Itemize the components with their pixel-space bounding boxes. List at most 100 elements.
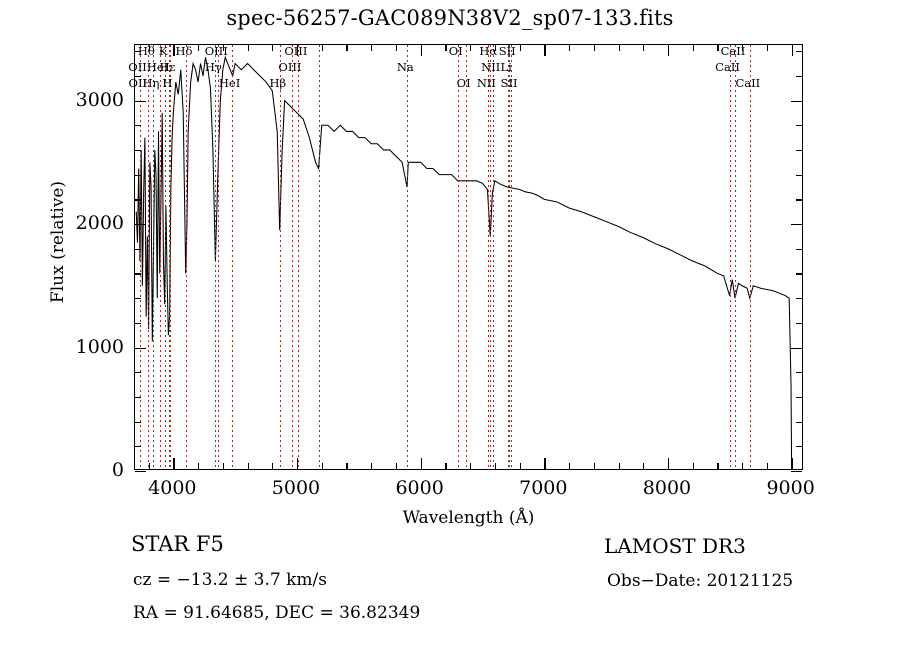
y-tick-label: 3000 [75, 88, 124, 111]
tick-mark [618, 463, 620, 469]
tick-mark [667, 45, 670, 56]
tick-mark [420, 458, 422, 469]
line-marker-Hα [490, 45, 492, 469]
tick-mark [135, 199, 141, 201]
tick-mark [135, 396, 141, 399]
line-marker-label: OI [456, 76, 471, 90]
tick-mark [796, 125, 802, 127]
line-marker-label: CaII [735, 76, 761, 90]
line-marker-OIII [291, 45, 293, 469]
tick-mark [346, 45, 348, 51]
tick-mark [296, 458, 299, 469]
line-marker-NII [488, 45, 490, 469]
tick-mark [371, 463, 373, 469]
spectrum-curve [135, 55, 793, 469]
y-axis-title: Flux (relative) [48, 180, 68, 304]
tick-mark [796, 273, 802, 275]
line-marker-Hδ [185, 45, 187, 469]
line-marker-label: NII [476, 76, 496, 90]
tick-mark [272, 45, 274, 51]
line-marker-label: OII [128, 60, 147, 74]
x-tick-label: 9000 [766, 477, 815, 499]
line-marker-label: H [162, 76, 173, 90]
tick-mark [198, 45, 200, 51]
tick-mark [148, 463, 150, 469]
line-marker-label: Hβ [269, 76, 287, 90]
tick-mark [742, 463, 744, 469]
line-marker-Hθ [148, 45, 150, 469]
line-marker-label: Hγ [204, 60, 222, 74]
tick-mark [135, 125, 141, 127]
line-marker-label: OIII [204, 44, 228, 58]
line-marker-label: CaII [720, 44, 746, 58]
line-marker-OI [457, 45, 459, 469]
line-marker-label: SII [498, 44, 516, 58]
tick-mark [135, 75, 141, 78]
coordinates: RA = 91.64685, DEC = 36.82349 [133, 603, 421, 623]
line-marker-label: OII [128, 76, 148, 90]
line-marker-OIII [297, 45, 299, 469]
tick-mark [791, 45, 793, 56]
line-marker-CaII [749, 45, 751, 469]
tick-mark [395, 45, 398, 51]
line-marker-label: SII [500, 76, 518, 90]
tick-mark [222, 45, 224, 51]
plot-frame [134, 44, 803, 473]
tick-mark [569, 463, 571, 469]
tick-mark [494, 45, 497, 51]
survey-name: LAMOST DR3 [604, 534, 746, 558]
tick-mark [791, 458, 793, 469]
tick-mark [519, 463, 521, 469]
tick-mark [667, 458, 670, 469]
tick-mark [742, 45, 744, 51]
line-marker-label: OIII [284, 44, 308, 58]
line-marker-Hε [169, 45, 171, 469]
tick-mark [135, 372, 141, 374]
line-marker-SII [511, 45, 513, 469]
line-marker-label: Hα [479, 44, 498, 58]
tick-mark [796, 446, 802, 448]
tick-mark [766, 463, 769, 469]
tick-mark [395, 463, 398, 469]
line-marker-label: HeI [218, 76, 241, 90]
tick-mark [135, 248, 141, 250]
tick-mark [371, 45, 373, 51]
tick-mark [593, 463, 595, 469]
line-marker-label: Hθ [137, 44, 155, 58]
tick-mark [470, 45, 472, 51]
line-marker-label: Li [500, 60, 512, 74]
tick-mark [135, 322, 141, 324]
tick-mark [643, 463, 645, 469]
line-marker-label: Hε [159, 60, 176, 74]
tick-mark [796, 298, 802, 300]
tick-mark [321, 463, 323, 469]
tick-mark [544, 45, 546, 56]
tick-mark [135, 51, 141, 53]
tick-mark [135, 100, 146, 102]
line-marker-label: Na [396, 60, 414, 74]
tick-mark [796, 372, 802, 374]
tick-mark [796, 248, 802, 250]
tick-mark [445, 463, 447, 469]
x-tick-label: 4000 [148, 477, 197, 499]
line-marker-Hγ [215, 45, 217, 469]
observation-date: Obs−Date: 20121125 [607, 571, 794, 591]
x-tick-label: 6000 [395, 477, 444, 499]
y-tick-label: 0 [111, 459, 124, 481]
tick-mark [796, 51, 802, 53]
page-title: spec-56257-GAC089N38V2_sp07-133.fits [226, 6, 674, 30]
line-marker-label: Hδ [175, 44, 193, 58]
tick-mark [470, 463, 472, 469]
line-marker-Li [508, 45, 510, 469]
tick-mark [173, 458, 175, 469]
line-marker-HeI [231, 45, 233, 469]
tick-mark [135, 273, 141, 275]
line-marker-CaII [734, 45, 736, 469]
tick-mark [135, 224, 146, 226]
tick-mark [791, 471, 802, 473]
object-type: STAR F5 [131, 532, 224, 556]
tick-mark [796, 174, 802, 176]
tick-mark [519, 45, 521, 51]
tick-mark [135, 471, 146, 473]
y-tick-label: 1000 [75, 335, 124, 358]
